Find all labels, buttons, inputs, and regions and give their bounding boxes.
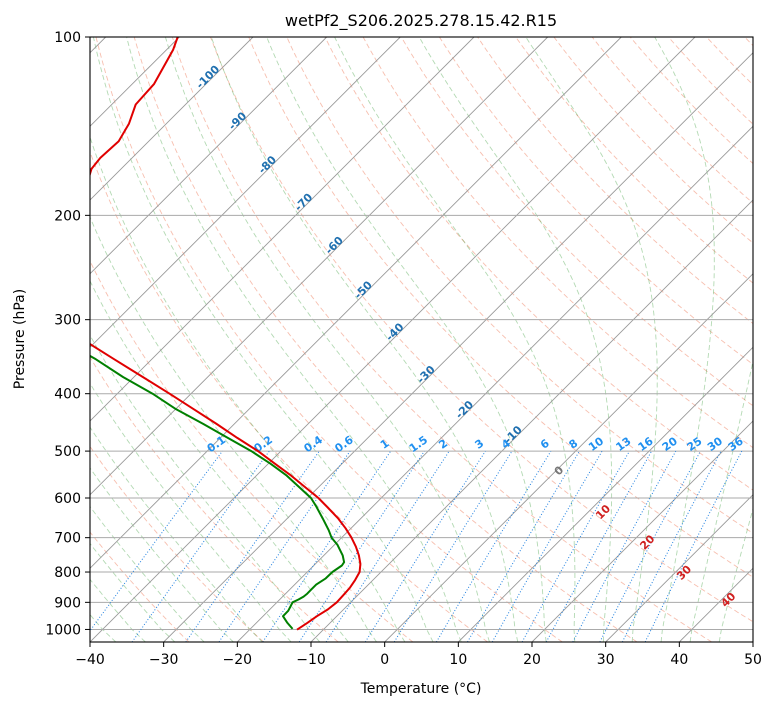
- dry-adiabat-line: [248, 37, 753, 578]
- mixing-ratio-line: [262, 450, 392, 642]
- mixing-ratio-line: [131, 450, 270, 642]
- isotherm-line: [163, 52, 753, 642]
- moist-adiabat-line: [90, 216, 377, 642]
- y-tick-label: 1000: [45, 622, 81, 638]
- temperature-profile-line: [90, 37, 362, 631]
- mixing-ratio-line: [298, 450, 425, 642]
- y-tick-label: 400: [54, 387, 81, 403]
- mixing-ratio-line: [644, 450, 743, 642]
- moist-adiabat-line: [92, 37, 434, 642]
- isotherm-line: [90, 37, 475, 422]
- dry-adiabat-line: [133, 37, 638, 642]
- isotherm-line: [90, 37, 328, 275]
- y-tick-label: 700: [54, 531, 81, 547]
- plot-frame: [89, 36, 754, 643]
- moist-adiabat-line: [334, 37, 576, 642]
- isotherm-line: [90, 37, 696, 642]
- x-tick-label: 20: [523, 652, 541, 668]
- y-tick-label: 600: [54, 491, 81, 507]
- dry-adiabat-line: [400, 37, 753, 407]
- mixing-ratio-line: [599, 450, 701, 642]
- moist-adiabat-line: [164, 37, 490, 642]
- x-tick-label: 30: [597, 652, 615, 668]
- x-tick-label: −40: [75, 652, 105, 668]
- x-tick-label: −20: [223, 652, 253, 668]
- dry-adiabat-line: [90, 531, 190, 642]
- moist-adiabat-line: [654, 37, 715, 642]
- isotherm-line: [310, 199, 753, 642]
- mixing-ratio-line: [393, 450, 513, 642]
- mixing-ratio-line: [545, 450, 653, 642]
- isotherm-line: [236, 125, 753, 642]
- moist-adiabat-line: [90, 334, 321, 642]
- x-tick-label: 10: [449, 652, 467, 668]
- isotherm-line: [531, 420, 753, 642]
- x-tick-label: −30: [149, 652, 179, 668]
- y-tick-label: 500: [54, 444, 81, 460]
- chart-title: wetPf2_S206.2025.278.15.42.R15: [285, 11, 557, 31]
- dry-adiabat-line: [439, 37, 753, 365]
- dry-adiabat-line: [324, 37, 753, 491]
- x-tick-label: −10: [296, 652, 326, 668]
- moist-adiabat-line: [126, 37, 462, 642]
- y-tick-label: 200: [54, 208, 81, 224]
- mixing-ratio-line: [325, 450, 450, 642]
- x-tick-label: 0: [380, 652, 389, 668]
- y-tick-label: 800: [54, 565, 81, 581]
- mixing-ratio-line: [90, 450, 223, 632]
- x-axis-label: Temperature (°C): [360, 681, 482, 697]
- dry-adiabat-line: [171, 37, 712, 642]
- mixing-ratio-line: [621, 450, 722, 642]
- dry-adiabat-line: [90, 445, 264, 642]
- y-tick-label: 900: [54, 595, 81, 611]
- mixing-ratio-line: [364, 450, 486, 642]
- dry-adiabat-line: [90, 150, 488, 642]
- moist-adiabat-line: [689, 359, 753, 642]
- y-tick-label: 100: [54, 30, 81, 46]
- isotherm-line: [90, 37, 549, 496]
- isotherm-line: [384, 273, 753, 642]
- moist-adiabat-line: [266, 37, 547, 642]
- mixing-ratio-line: [467, 450, 580, 642]
- moist-adiabat-line: [90, 279, 349, 642]
- dewpoint-profile-line: [90, 354, 346, 630]
- y-tick-label: 300: [54, 313, 81, 329]
- isotherm-line: [605, 494, 753, 642]
- dry-adiabat-line: [90, 356, 339, 642]
- x-tick-label: 40: [670, 652, 688, 668]
- dry-adiabat-line: [515, 37, 753, 284]
- dry-adiabat-line: [95, 37, 563, 642]
- isotherm-line: [457, 346, 753, 642]
- mixing-ratio-line: [435, 450, 552, 642]
- x-tick-label: 50: [744, 652, 762, 668]
- moist-adiabat-line: [90, 135, 406, 642]
- y-axis-label: Pressure (hPa): [12, 289, 28, 389]
- isotherm-line: [90, 37, 254, 201]
- isotherm-line: [90, 37, 622, 569]
- moist-adiabat-line: [525, 37, 658, 642]
- isotherm-line: [90, 37, 401, 348]
- dry-adiabat-line: [210, 37, 753, 623]
